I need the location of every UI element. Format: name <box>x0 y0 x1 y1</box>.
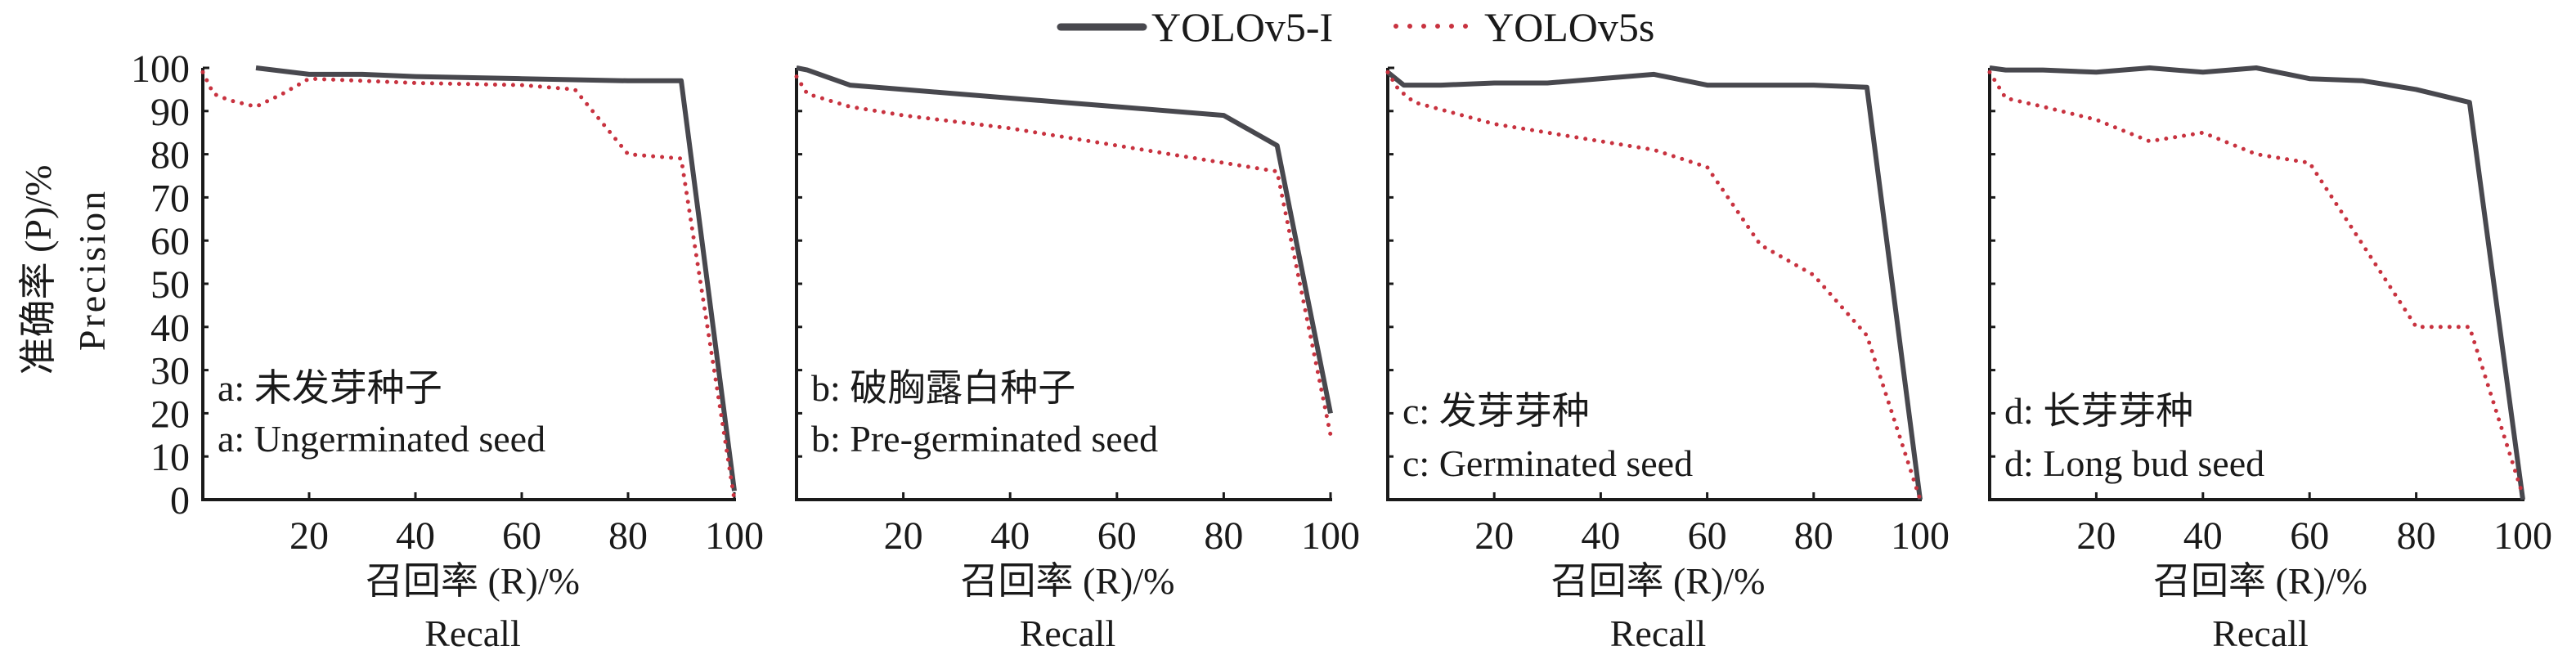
y-tick-label: 0 <box>170 479 190 523</box>
panel-annotation-cn: d: 长芽芽种 <box>2004 390 2193 432</box>
x-axis-title-cn: 召回率 (R)/% <box>2153 560 2367 602</box>
y-axis-title-en: Precision <box>71 189 113 351</box>
panel-annotation-cn: c: 发芽芽种 <box>1402 390 1590 432</box>
x-axis-title-en: Recall <box>424 612 521 654</box>
x-tick-label: 40 <box>396 514 435 558</box>
series-line-yolov5s <box>200 70 737 502</box>
x-axis-title-en: Recall <box>1610 612 1707 654</box>
y-tick-label: 50 <box>150 263 190 307</box>
x-tick-label: 60 <box>2290 514 2329 558</box>
series-line-yolov5-i <box>255 65 737 491</box>
x-tick-label: 60 <box>1688 514 1727 558</box>
x-tick-label: 80 <box>2397 514 2436 558</box>
x-axis-title-cn: 召回率 (R)/% <box>1551 560 1766 602</box>
x-tick-label: 40 <box>2183 514 2223 558</box>
x-axis-title-en: Recall <box>2212 612 2309 654</box>
y-tick-label: 70 <box>150 177 190 220</box>
x-tick-label: 20 <box>884 514 923 558</box>
x-tick-label: 60 <box>1097 514 1137 558</box>
x-tick-label: 100 <box>2493 514 2552 558</box>
panel-d: 20 40 60 80 100 召回率 (R)/% Recall d: 长芽芽种 d: Long… <box>1987 65 2552 654</box>
x-tick-label: 80 <box>1204 514 1243 558</box>
panel-annotation-en: c: Germinated seed <box>1402 442 1693 484</box>
y-axis-title-cn: 准确率 (P)/% <box>17 165 59 375</box>
y-tick-label: 100 <box>131 47 190 91</box>
y-tick-label: 90 <box>150 91 190 134</box>
y-tick-label: 10 <box>150 436 190 479</box>
series-line-yolov5s <box>794 74 1333 437</box>
legend: YOLOv5-I YOLOv5s <box>1057 4 1654 50</box>
x-axis-title-cn: 召回率 (R)/% <box>366 560 580 602</box>
x-tick-label: 100 <box>1891 514 1950 558</box>
panel-annotation-en: d: Long bud seed <box>2004 442 2264 484</box>
x-tick-label: 20 <box>1474 514 1514 558</box>
panel-b: 20 40 60 80 100 召回率 (R)/% Recall b: 破胸露白种子 b: Pr… <box>794 65 1360 654</box>
x-tick-label: 40 <box>1581 514 1620 558</box>
panel-annotation-en: a: Ungerminated seed <box>218 418 545 460</box>
series-line-yolov5s <box>1385 70 1923 502</box>
panel-annotation-en: b: Pre-germinated seed <box>811 418 1158 460</box>
x-tick-label: 60 <box>502 514 541 558</box>
y-tick-label: 40 <box>150 307 190 350</box>
panel-annotation-cn: a: 未发芽种子 <box>218 367 442 409</box>
x-tick-label: 80 <box>608 514 648 558</box>
x-tick-label: 100 <box>1301 514 1360 558</box>
legend-label-yolov5s: YOLOv5s <box>1484 4 1654 50</box>
panel-c: 20 40 60 80 100 召回率 (R)/% Recall c: 发芽芽种 c: Germ… <box>1385 66 1950 654</box>
y-tick-label: 30 <box>150 350 190 393</box>
series-line-yolov5-i <box>1386 70 1923 500</box>
y-tick-label: 60 <box>150 220 190 263</box>
series-line-yolov5s <box>1987 70 2525 498</box>
x-axis-title-en: Recall <box>1020 612 1116 654</box>
panel-annotation-cn: b: 破胸露白种子 <box>811 367 1075 409</box>
y-tick-label: 80 <box>150 134 190 177</box>
x-tick-label: 80 <box>1794 514 1833 558</box>
legend-label-yolov5-i: YOLOv5-I <box>1151 4 1333 50</box>
x-tick-label: 20 <box>289 514 329 558</box>
series-line-yolov5-i <box>1989 65 2525 500</box>
x-tick-label: 20 <box>2076 514 2116 558</box>
y-axis-title: 准确率 (P)/% Precision <box>17 165 113 375</box>
x-axis-title-cn: 召回率 (R)/% <box>961 560 1175 602</box>
y-tick-label: 20 <box>150 393 190 436</box>
x-tick-label: 100 <box>705 514 764 558</box>
x-tick-label: 40 <box>990 514 1030 558</box>
series-line-yolov5-i <box>796 65 1333 414</box>
